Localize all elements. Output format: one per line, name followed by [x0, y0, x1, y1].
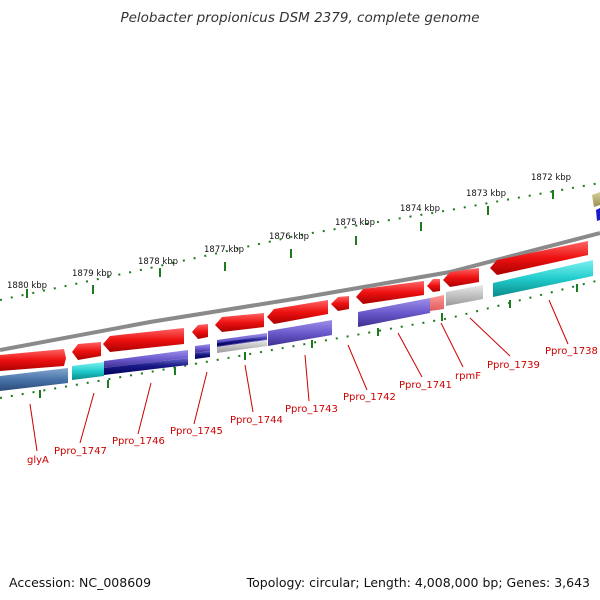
gene-box[interactable] — [104, 358, 188, 375]
gene-box[interactable] — [195, 351, 210, 359]
gene-box[interactable] — [268, 320, 332, 346]
gene-label[interactable]: Ppro_1742 — [343, 392, 396, 403]
accession-text: Accession: NC_008609 — [9, 575, 152, 590]
gene-label[interactable]: Ppro_1743 — [285, 404, 338, 415]
gene-label[interactable]: Ppro_1746 — [112, 436, 165, 447]
gene-label[interactable]: glyA — [27, 455, 49, 466]
gene-label[interactable]: Ppro_1739 — [487, 360, 540, 371]
gene-box[interactable] — [493, 260, 593, 297]
forward-genes — [0, 241, 588, 371]
gene-arrow[interactable] — [267, 300, 328, 324]
scale-label: 1878 kbp — [138, 257, 178, 267]
gene-box[interactable] — [0, 368, 68, 391]
gene-box[interactable] — [195, 344, 210, 353]
gene-arrow[interactable] — [490, 241, 588, 275]
gene-arrow[interactable] — [103, 328, 184, 352]
leader-line — [79, 392, 95, 444]
gene-arrow[interactable] — [192, 324, 208, 339]
leader-line — [29, 403, 38, 452]
reverse-genes — [0, 260, 593, 391]
gene-labels: glyA Ppro_1747 Ppro_1746 Ppro_1745 Ppro_… — [27, 346, 598, 466]
scale-label: 1874 kbp — [400, 204, 440, 214]
gene-box[interactable] — [217, 340, 267, 353]
gene-arrow[interactable] — [331, 296, 349, 311]
scale-label: 1876 kbp — [269, 232, 309, 242]
gene-arrow[interactable] — [0, 349, 66, 371]
leader-line — [548, 299, 569, 345]
gene-label[interactable]: Ppro_1747 — [54, 446, 107, 457]
leader-line — [347, 344, 368, 391]
leader-line — [137, 382, 152, 435]
scale-label: 1873 kbp — [466, 189, 506, 199]
scale-label: 1872 kbp — [531, 173, 571, 183]
gene-arrow[interactable] — [215, 313, 264, 332]
edge-gene-blue[interactable] — [596, 208, 600, 221]
outer-scale-major-ticks — [26, 190, 554, 298]
leader-line — [193, 371, 208, 425]
scale-label: 1877 kbp — [204, 245, 244, 255]
gene-label[interactable]: rpmF — [455, 371, 481, 382]
leader-line — [440, 322, 464, 368]
scale-label: 1880 kbp — [7, 281, 47, 291]
gene-box[interactable] — [104, 350, 188, 368]
scale-label: 1879 kbp — [72, 269, 112, 279]
map-title: Pelobacter propionicus DSM 2379, complet… — [120, 10, 480, 26]
gene-box[interactable] — [72, 362, 104, 380]
leader-line — [469, 317, 511, 357]
label-leaders — [29, 299, 569, 452]
gene-label[interactable]: Ppro_1744 — [230, 415, 283, 426]
leader-line — [244, 364, 254, 413]
gene-arrow[interactable] — [356, 281, 424, 304]
gene-arrow[interactable] — [427, 279, 440, 292]
gene-box[interactable] — [446, 285, 483, 306]
gene-box[interactable] — [430, 295, 444, 311]
leader-line — [397, 332, 423, 378]
gene-arrow[interactable] — [443, 268, 479, 287]
topology-text: Topology: circular; Length: 4,008,000 bp… — [246, 575, 590, 590]
gene-arrow[interactable] — [72, 342, 101, 360]
scale-label: 1875 kbp — [335, 218, 375, 228]
gene-box[interactable] — [358, 298, 430, 327]
inner-scale-major-ticks — [39, 284, 578, 398]
scale-labels: 1880 kbp 1879 kbp 1878 kbp 1877 kbp 1876… — [7, 173, 571, 291]
leader-line — [304, 354, 310, 402]
gene-box[interactable] — [217, 336, 267, 346]
edge-gene-khaki[interactable] — [592, 192, 600, 207]
gene-label[interactable]: Ppro_1745 — [170, 426, 223, 437]
gene-label[interactable]: Ppro_1738 — [545, 346, 598, 357]
gene-label[interactable]: Ppro_1741 — [399, 380, 452, 391]
genome-backbone — [0, 231, 600, 352]
